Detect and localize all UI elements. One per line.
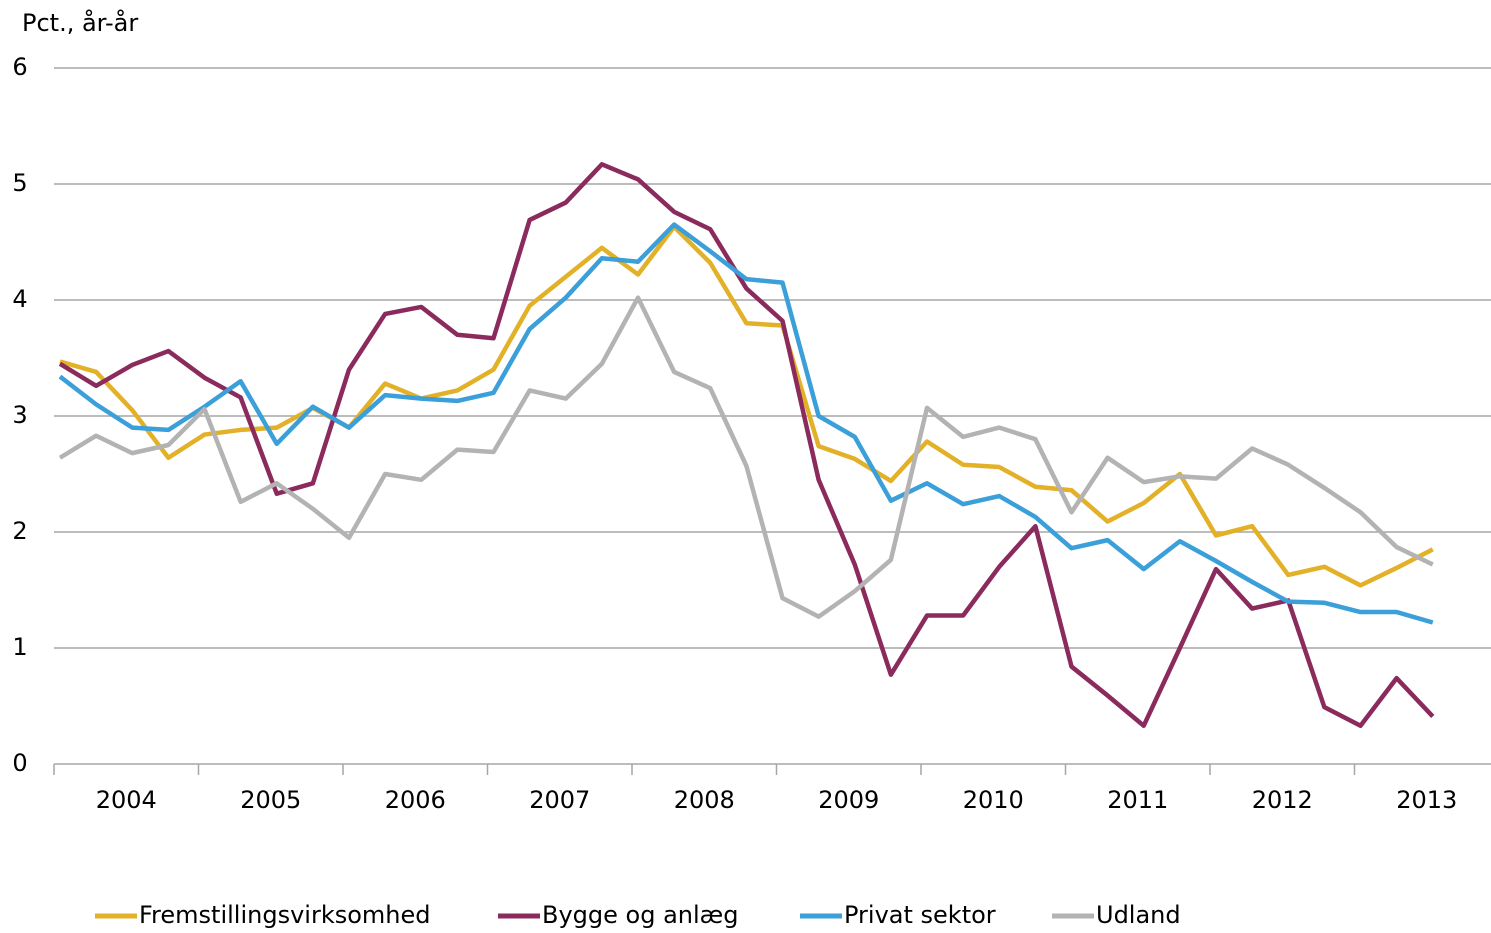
y-tick-label: 1 — [12, 633, 27, 661]
series-line — [59, 224, 1434, 588]
series-line — [58, 222, 1434, 625]
legend-label: Bygge og anlæg — [542, 901, 738, 929]
y-tick-label: 5 — [12, 169, 27, 197]
legend-label: Privat sektor — [844, 901, 996, 929]
y-tick-label: 6 — [12, 53, 27, 81]
x-tick-label: 2006 — [385, 786, 446, 814]
x-tick-label: 2008 — [674, 786, 735, 814]
legend-label: Udland — [1096, 901, 1181, 929]
y-tick-label: 0 — [12, 749, 27, 777]
x-tick-label: 2011 — [1107, 786, 1168, 814]
legend-label: Fremstillingsvirksomhed — [139, 901, 431, 929]
series-line — [58, 295, 1434, 619]
y-tick-label: 2 — [12, 517, 27, 545]
x-tick-label: 2007 — [529, 786, 590, 814]
y-axis-label: Pct., år-år — [22, 8, 138, 37]
x-tick-label: 2005 — [240, 786, 301, 814]
x-tick-label: 2012 — [1252, 786, 1313, 814]
x-tick-label: 2010 — [963, 786, 1024, 814]
x-tick-label: 2004 — [96, 786, 157, 814]
series-line — [58, 162, 1435, 728]
y-tick-label: 3 — [12, 401, 27, 429]
x-tick-label: 2009 — [818, 786, 879, 814]
x-tick-label: 2013 — [1396, 786, 1457, 814]
y-tick-label: 4 — [12, 285, 27, 313]
